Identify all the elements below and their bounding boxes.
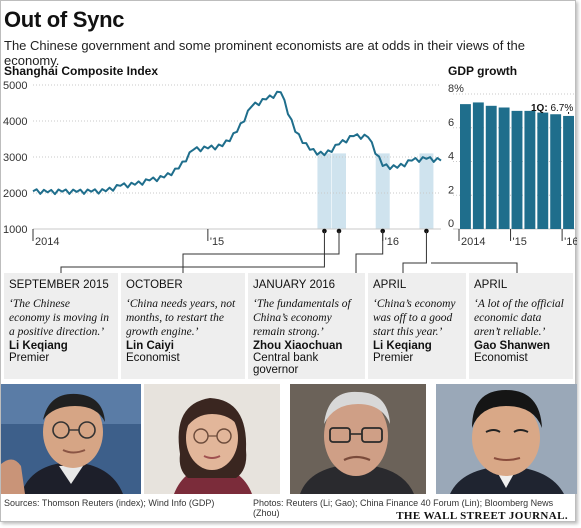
quote-box-3: JANUARY 2016 ‘The fundamentals of China’… bbox=[248, 273, 365, 379]
quote-box-1: SEPTEMBER 2015 ‘The Chinese economy is m… bbox=[4, 273, 118, 379]
photo-li-keqiang bbox=[1, 384, 141, 494]
gdp-bar bbox=[563, 115, 574, 229]
gdp-bar bbox=[524, 110, 536, 229]
index-y-tick-label: 5000 bbox=[3, 80, 27, 92]
quote-box-5: APRIL ‘A lot of the official economic da… bbox=[469, 273, 573, 379]
photo-lin-caiyi bbox=[144, 384, 280, 494]
gdp-annotation-label: 1Q: 6.7% bbox=[531, 103, 573, 114]
index-x-tick-label: '16 bbox=[385, 236, 399, 248]
gdp-y-tick-label: 0 bbox=[448, 218, 454, 230]
quote-box-4: APRIL ‘China’s economy was off to a good… bbox=[368, 273, 466, 379]
quote-box-2: OCTOBER ‘China needs years, not months, … bbox=[121, 273, 245, 379]
sources-photos: Photos: Reuters (Li; Gao); China Finance… bbox=[253, 498, 554, 518]
gdp-chart-title: GDP growth bbox=[448, 64, 518, 78]
wsj-masthead: THE WALL STREET JOURNAL. bbox=[396, 510, 568, 522]
quote-leader-line bbox=[402, 231, 427, 273]
index-y-tick-label: 1000 bbox=[3, 224, 27, 236]
quote-leader-line bbox=[60, 231, 325, 273]
quote-leader-line bbox=[355, 231, 384, 273]
gdp-bar bbox=[537, 112, 549, 229]
gdp-annotation-prefix: 1Q: bbox=[531, 103, 548, 114]
gdp-bar bbox=[460, 104, 471, 229]
gdp-x-tick-label: 2014 bbox=[461, 236, 485, 248]
quote-date: APRIL bbox=[474, 279, 508, 291]
gdp-bar bbox=[472, 102, 484, 229]
quote-speaker: Gao Shanwen bbox=[474, 340, 551, 352]
quote-date: APRIL bbox=[373, 279, 407, 291]
photo-gao-shanwen bbox=[436, 384, 577, 494]
gdp-bar bbox=[511, 110, 523, 229]
index-x-tick-label: '15 bbox=[210, 236, 224, 248]
quote-text: ‘China needs years, not months, to resta… bbox=[126, 298, 236, 338]
quote-speaker: Lin Caiyi bbox=[126, 340, 174, 352]
quote-role: Premier bbox=[373, 352, 414, 364]
gdp-bar bbox=[550, 114, 562, 229]
index-x-tick-label: 2014 bbox=[35, 236, 59, 248]
charts-svg: 1000 2000 3000 4000 5000 2014 '15 '16 0 2 4 6 8% 2014… bbox=[3, 80, 577, 273]
quote-text: ‘The fundamentals of China’s economy rem… bbox=[253, 298, 351, 338]
gdp-bar bbox=[498, 107, 510, 229]
gdp-y-tick-label: 2 bbox=[448, 184, 454, 196]
quote-role: Central bank governor bbox=[253, 352, 319, 376]
highlight-band-1 bbox=[317, 153, 332, 229]
gdp-y-tick-label: 6 bbox=[448, 117, 454, 129]
quote-leader-line bbox=[182, 231, 340, 273]
quote-date: OCTOBER bbox=[126, 279, 183, 291]
index-y-tick-label: 2000 bbox=[3, 188, 27, 200]
quote-role: Economist bbox=[126, 352, 180, 364]
quote-date: JANUARY 2016 bbox=[253, 279, 336, 291]
page-title: Out of Sync bbox=[4, 7, 125, 32]
highlight-band-4 bbox=[419, 153, 434, 229]
index-chart-title: Shanghai Composite Index bbox=[4, 64, 159, 78]
index-y-tick-label: 4000 bbox=[3, 116, 27, 128]
gdp-y-tick-label: 4 bbox=[448, 151, 454, 163]
gdp-y-tick-label: 8% bbox=[448, 83, 464, 95]
quote-text: ‘A lot of the official economic data are… bbox=[474, 298, 564, 338]
quote-text: ‘China’s economy was off to a good start… bbox=[373, 298, 456, 338]
quote-speaker: Zhou Xiaochuan bbox=[253, 340, 343, 352]
quote-date: SEPTEMBER 2015 bbox=[9, 279, 109, 291]
quote-role: Premier bbox=[9, 352, 50, 364]
quote-speaker: Li Keqiang bbox=[373, 340, 432, 352]
gdp-bar bbox=[485, 105, 497, 229]
gdp-x-tick-label: '15 bbox=[513, 236, 527, 248]
quote-role: Economist bbox=[474, 352, 528, 364]
quote-text: ‘The Chinese economy is moving in a posi… bbox=[9, 298, 109, 338]
sources-index-gdp: Sources: Thomson Reuters (index); Wind I… bbox=[4, 498, 215, 508]
photo-zhou-xiaochuan bbox=[290, 384, 426, 494]
index-line-series bbox=[32, 90, 442, 196]
highlight-band-2 bbox=[332, 153, 346, 229]
page-subtitle: The Chinese government and some prominen… bbox=[4, 38, 525, 68]
highlight-band-3 bbox=[375, 153, 390, 229]
gdp-annotation-value: 6.7% bbox=[548, 103, 574, 114]
gdp-x-tick-label: '16 bbox=[564, 236, 577, 248]
index-y-tick-label: 3000 bbox=[3, 152, 27, 164]
quote-leader-line bbox=[431, 262, 518, 273]
quote-speaker: Li Keqiang bbox=[9, 340, 68, 352]
